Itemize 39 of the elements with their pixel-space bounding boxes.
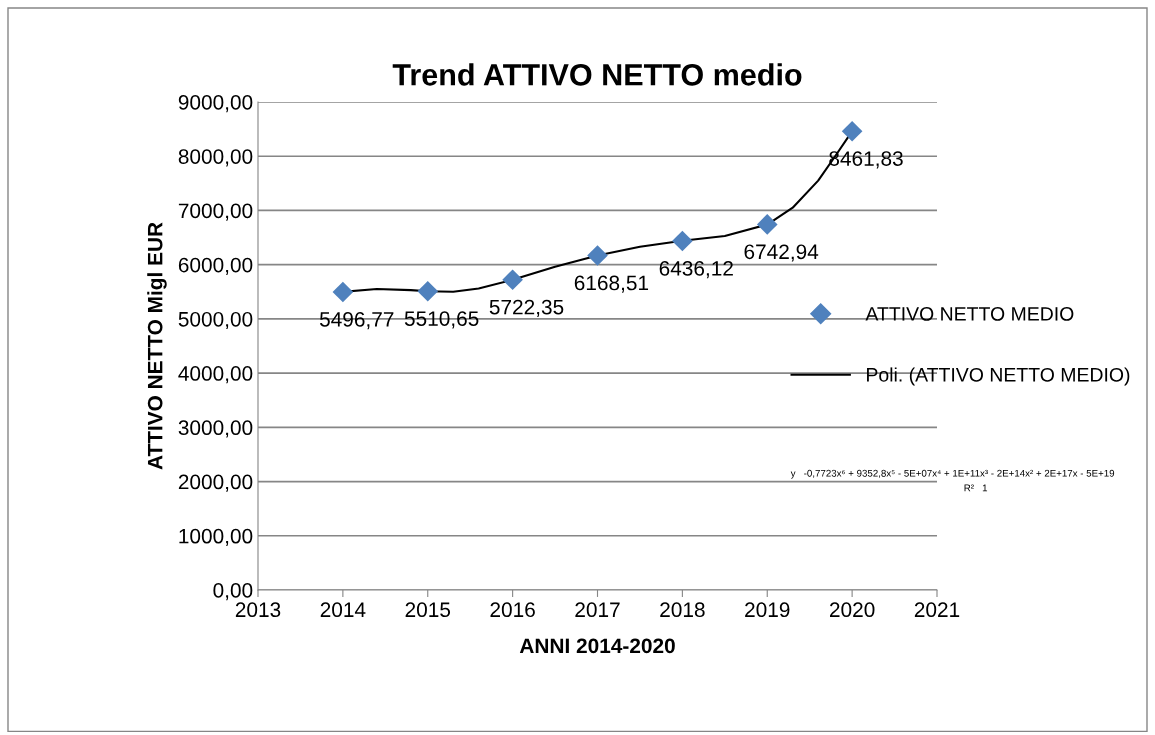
x-tick-label: 2017 bbox=[575, 602, 620, 618]
x-tick-label: 2019 bbox=[745, 602, 790, 618]
y-axis-title: ATTIVO NETTO Migl EUR bbox=[147, 222, 167, 470]
legend-label: Poli. (ATTIVO NETTO MEDIO) bbox=[867, 367, 1130, 386]
point bbox=[756, 214, 778, 235]
data-label: 6742,94 bbox=[744, 244, 819, 262]
x-tick-label: 2015 bbox=[405, 602, 451, 618]
y-tick-label: 9000,00 bbox=[178, 95, 253, 113]
point bbox=[332, 281, 354, 303]
point bbox=[841, 120, 863, 142]
point bbox=[502, 269, 523, 291]
point bbox=[587, 245, 608, 266]
x-axis-title: ANNI 2014-2020 bbox=[519, 638, 675, 654]
y-tick-label: 4000,00 bbox=[178, 366, 253, 384]
x-tick-label: 2016 bbox=[490, 602, 535, 618]
x-tick-label: 2014 bbox=[320, 602, 366, 618]
x-tick-label: 2021 bbox=[914, 602, 960, 618]
text: R² 1 bbox=[964, 484, 988, 492]
y-tick-label: 8000,00 bbox=[178, 149, 253, 167]
data-label: 5510,65 bbox=[404, 311, 479, 329]
legend-label: ATTIVO NETTO MEDIO bbox=[865, 307, 1074, 321]
x-tick-label: 2013 bbox=[235, 602, 281, 618]
y-tick-label: 6000,00 bbox=[178, 257, 253, 275]
point bbox=[417, 280, 439, 302]
y-tick-label: 7000,00 bbox=[178, 203, 253, 221]
y-tick-label: 2000,00 bbox=[178, 474, 253, 492]
x-tick-label: 2020 bbox=[830, 602, 875, 618]
annotation: y -0,7723x⁶ + 9352,8x⁵ - 5E+07x⁴ + 1E+11x³ - 2E+14x² + 2E+17x - 5E+19 bbox=[790, 469, 1115, 479]
y-tick-label: 0,00 bbox=[213, 583, 253, 601]
point bbox=[672, 230, 693, 252]
data-label: 5496,77 bbox=[319, 311, 394, 330]
y-tick-label: 5000,00 bbox=[178, 311, 253, 330]
data-label: 5722,35 bbox=[489, 299, 564, 317]
x-tick-label: 2018 bbox=[660, 602, 705, 618]
y-tick-label: 3000,00 bbox=[178, 420, 253, 438]
data-label: 6168,51 bbox=[574, 275, 649, 293]
chart-title: Trend ATTIVO NETTO medio bbox=[392, 63, 802, 86]
y-tick-label: 1000,00 bbox=[179, 528, 253, 546]
data-label: 6436,12 bbox=[659, 261, 733, 279]
